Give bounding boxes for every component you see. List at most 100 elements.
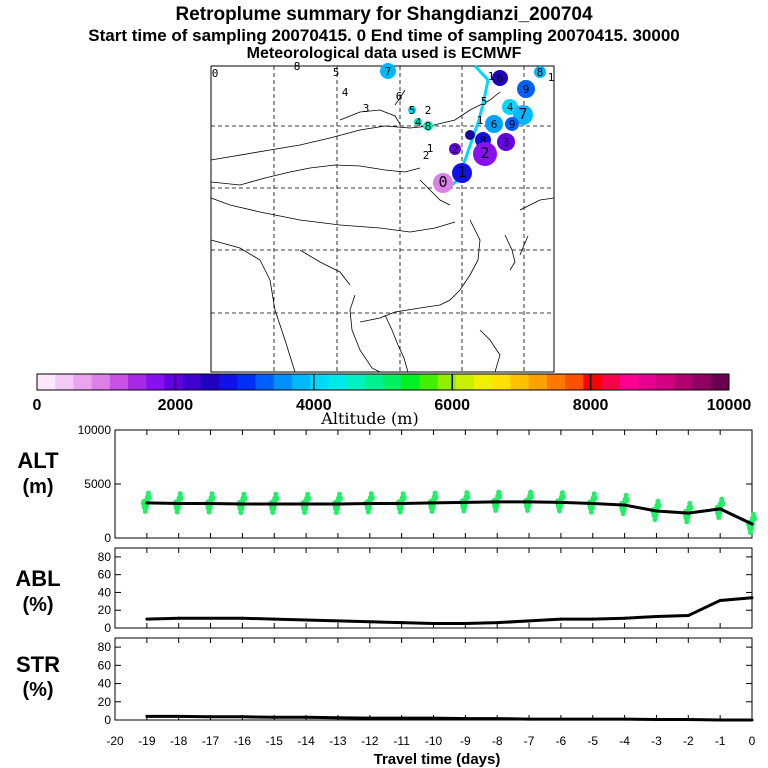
- trajectory-label: 4: [507, 101, 514, 114]
- y-tick-label: 20: [98, 603, 112, 617]
- series-point: [209, 616, 213, 620]
- series-point: [145, 501, 149, 505]
- series-point: [463, 622, 467, 626]
- colorbar-swatch: [674, 374, 694, 390]
- colorbar-swatch: [437, 374, 457, 390]
- series-point: [272, 715, 276, 719]
- colorbar-swatch: [492, 374, 511, 390]
- series-point: [209, 715, 213, 719]
- alt-scatter-point: [301, 504, 309, 512]
- series-point: [177, 501, 181, 505]
- series-point: [272, 617, 276, 621]
- colorbar-swatch: [710, 374, 730, 390]
- chart-title: Retroplume summary for Shangdianzi_20070…: [175, 4, 593, 25]
- alt-scatter-point: [495, 492, 503, 500]
- series-point: [750, 522, 754, 526]
- series-point: [591, 717, 595, 721]
- series-point: [750, 596, 754, 600]
- trajectory-label: 5: [481, 95, 488, 108]
- trajectory-dot: [408, 106, 416, 114]
- series-point: [177, 714, 181, 718]
- alt-scatter-point: [493, 507, 499, 513]
- alt-scatter-point: [463, 493, 471, 501]
- alt-scatter-point: [367, 494, 375, 502]
- series-point: [336, 502, 340, 506]
- trajectory-label: 2: [423, 149, 430, 162]
- colorbar-tick: 6000: [434, 397, 470, 414]
- trajectory-label: 2: [480, 144, 489, 162]
- panel-title: STR: [16, 652, 60, 677]
- colorbar-swatch: [601, 374, 621, 390]
- met-data-line: Meteorological data used is ECMWF: [246, 45, 522, 62]
- series-point: [304, 715, 308, 719]
- alt-scatter-point: [655, 498, 661, 504]
- series-point: [591, 617, 595, 621]
- trajectory-dot: [433, 173, 453, 193]
- time-series-panels: ALT(m)0500010000ABL(%)020406080STR(%)020…: [15, 423, 757, 727]
- series-point: [559, 617, 563, 621]
- colorbar-swatch: [419, 374, 439, 390]
- y-tick-label: 80: [98, 640, 112, 654]
- trajectory-label: 9: [509, 118, 516, 131]
- alt-scatter-point: [716, 514, 722, 520]
- y-tick-label: 40: [98, 677, 112, 691]
- alt-scatter-point: [524, 502, 532, 510]
- alt-scatter-point: [525, 507, 531, 513]
- panel-alt: ALT (m) 0 5000 10000: [17, 423, 757, 545]
- trajectory-label: 1: [427, 142, 434, 155]
- trajectory-label: 0: [438, 173, 447, 191]
- trajectory-dot: [452, 163, 472, 183]
- alt-scatter-point: [270, 510, 276, 516]
- x-tick-label: -20: [106, 734, 124, 748]
- alt-scatter-point: [687, 500, 693, 506]
- series-point: [336, 619, 340, 623]
- alt-scatter-point: [208, 494, 216, 502]
- trajectory-label: 1: [477, 114, 484, 127]
- alt-scatter-point: [684, 519, 690, 525]
- alt-scatter-point: [238, 510, 244, 516]
- alt-scatter-point: [748, 530, 753, 536]
- series-point: [623, 616, 627, 620]
- alt-scatter-point: [558, 493, 566, 501]
- alt-scatter-point: [652, 517, 658, 523]
- trajectory-label: 1: [488, 70, 495, 83]
- colorbar-swatch: [619, 374, 639, 390]
- alt-scatter-point: [305, 491, 311, 497]
- series-point: [432, 622, 435, 626]
- alt-scatter-point: [400, 491, 406, 497]
- x-axis-label: Travel time (days): [374, 751, 501, 768]
- trajectory-label: 4: [342, 86, 349, 99]
- x-tick-label: -1: [715, 734, 726, 748]
- trajectory-label: 5: [333, 66, 340, 79]
- colorbar-swatch: [182, 374, 202, 390]
- colorbar-tick: 0: [33, 397, 42, 414]
- series-point: [495, 717, 499, 721]
- series-point: [718, 598, 722, 602]
- colorbar-swatch: [55, 374, 74, 390]
- colorbar-swatch: [692, 374, 712, 390]
- panel-title: ALT: [17, 448, 59, 473]
- trajectory-dot: [485, 115, 503, 133]
- trajectory-dot: [492, 70, 508, 86]
- alt-scatter-point: [336, 491, 342, 497]
- series-point: [559, 717, 563, 721]
- colorbar-swatch: [164, 374, 184, 390]
- colorbar-swatch: [528, 374, 548, 390]
- series-point: [686, 614, 690, 618]
- alt-scatter-point: [141, 503, 149, 511]
- series-point: [368, 620, 372, 624]
- colorbar-swatch: [146, 374, 165, 390]
- y-tick-label: 5000: [84, 477, 111, 491]
- alt-scatter-point: [399, 494, 407, 502]
- colorbar-swatch: [109, 374, 129, 390]
- alt-scatter-point: [751, 511, 756, 517]
- x-tick-label: -11: [393, 734, 410, 748]
- series-point: [623, 717, 627, 721]
- trajectory-label: 2: [452, 143, 459, 156]
- x-axis: -20 -19 -18 -17 -16 -15 -14 -13 -12 -11 -10 -9 -8 -7-…: [106, 734, 755, 748]
- trajectory-label: 8: [480, 134, 487, 147]
- colorbar-swatch: [546, 374, 566, 390]
- alt-scatter-point: [527, 492, 535, 500]
